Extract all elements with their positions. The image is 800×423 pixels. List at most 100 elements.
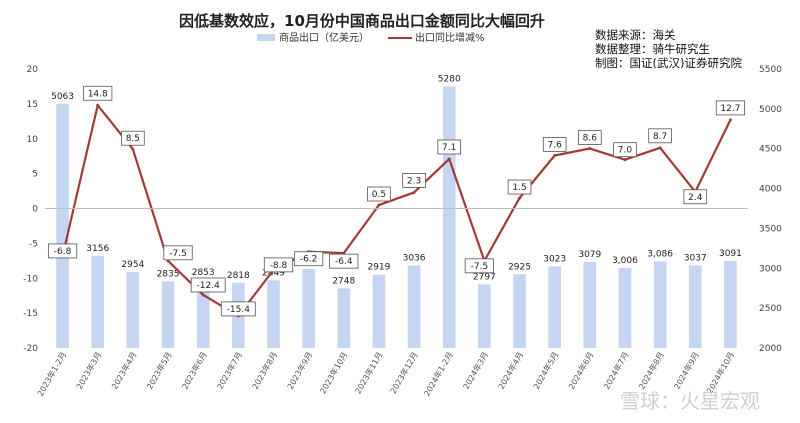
legend-line-label: 出口同比增减% [415,31,485,44]
line-label-10: 2.3 [407,176,421,186]
left-axis-tick-3: 5 [32,170,38,180]
line-point-10 [412,190,416,194]
bar-label-8: 2748 [332,276,355,286]
line-label-1: 14.8 [88,89,108,99]
bar-label-4: 2853 [192,268,215,278]
line-label-13: 1.5 [512,183,526,193]
line-point-15 [588,147,592,151]
bar-label-5: 2818 [227,271,250,281]
line-label-11: 7.1 [442,143,456,153]
bar-11 [442,86,456,348]
left-axis-tick-8: -20 [23,344,38,354]
left-axis-tick-0: 20 [27,65,39,75]
bar-2 [126,271,140,348]
left-axis-tick-7: -15 [23,309,38,319]
left-axis-tick-6: -10 [23,274,38,284]
line-point-19 [728,118,732,122]
bar-15 [583,261,597,348]
line-label-box-7 [294,251,324,267]
bar-label-3: 2835 [157,269,180,279]
line-label-box-14 [542,137,567,152]
chart-title: 因低基数效应，10月份中国商品出口金额同比大幅回升 [179,12,545,30]
line-point-11 [447,157,451,161]
line-label-box-17 [648,128,672,144]
line-label-2: 8.5 [126,134,140,144]
line-label-18: 2.4 [688,193,703,203]
left-axis-tick-2: 10 [27,135,39,145]
line-label-box-5 [220,301,256,317]
bar-10 [407,265,421,348]
line-label-box-12 [464,258,494,274]
line-point-16 [623,158,627,162]
right-axis-tick-4: 3500 [759,224,782,234]
line-path [61,104,732,318]
line-label-9: 0.5 [372,190,386,200]
line-point-9 [377,203,381,207]
bar-label-1: 3156 [86,244,109,254]
line-label-box-9 [367,186,391,202]
bar-13 [513,274,526,348]
line-label-box-10 [402,173,426,188]
bar-6 [267,280,280,348]
line-label-box-19 [715,100,746,116]
line-label-box-15 [578,130,602,145]
source-line-3: 制图：国证(武汉)证券研究院 [595,56,742,70]
line-label-4: -12.4 [197,281,221,291]
line-label-box-4 [190,277,226,293]
right-axis-tick-0: 5500 [759,65,782,75]
bar-12 [478,284,491,348]
bar-18 [688,265,702,348]
left-axis-tick-5: -5 [29,239,38,249]
bar-9 [372,274,386,348]
line-label-box-3 [163,245,193,261]
bar-3 [161,281,175,348]
line-label-box-1 [83,85,113,101]
left-axis-tick-1: 15 [27,100,38,110]
line-label-0: -6.8 [54,247,72,257]
bar-label-12: 2797 [473,272,496,282]
line-label-5: -15.4 [227,305,251,315]
bar-7 [302,269,315,348]
bar-series [56,86,737,348]
bar-label-18: 3037 [684,253,707,263]
line-point-1 [96,103,100,107]
legend-bar-label: 商品出口（亿美元） [279,31,369,44]
line-label-7: -6.2 [300,255,318,265]
bar-label-11: 5280 [438,75,461,85]
line-data-labels: -6.8 14.8 8.5 -7.5 -12.4 -15.4 -8.8 -6.2 -6.4 0.5… [47,85,746,317]
line-label-box-8 [329,253,359,269]
right-axis-tick-3: 4000 [759,185,782,195]
line-point-2 [131,147,135,151]
bar-label-17: 3,086 [647,249,673,259]
bar-0 [56,103,69,348]
bar-label-16: 3,006 [612,256,638,266]
legend-swatch-bar [257,34,275,41]
line-label-box-2 [121,130,145,146]
line-label-box-11 [437,139,462,155]
source-line-2: 数据整理：骑牛研究生 [595,42,710,56]
bar-label-14: 3023 [543,254,566,264]
bar-17 [653,261,667,348]
watermark-text: 雪球：火星宏观 [620,389,760,413]
left-axis-tick-4: 0 [32,205,38,215]
bar-1 [91,255,105,348]
right-axis-tick-2: 4500 [759,145,782,155]
line-point-13 [518,196,522,200]
line-label-box-13 [507,179,532,195]
line-label-6: -8.8 [270,261,288,271]
right-axis-tick-7: 2000 [759,344,782,354]
bar-label-9: 2919 [367,263,390,273]
line-label-12: -7.5 [471,262,489,272]
left-axis: 20 15 10 5 0 -5 -10 -15 -20 [23,65,38,354]
line-label-box-16 [613,142,637,158]
line-label-17: 8.7 [653,132,667,142]
bar-label-0: 5063 [51,92,74,102]
line-point-4 [201,293,205,297]
bar-label-6: 2849 [262,268,285,278]
line-point-17 [658,146,662,150]
line-label-8: -6.4 [335,257,353,267]
line-label-box-18 [683,189,708,205]
right-axis: 5500 5000 4500 4000 3500 3000 2500 2000 [759,65,782,354]
bar-19 [724,261,737,348]
